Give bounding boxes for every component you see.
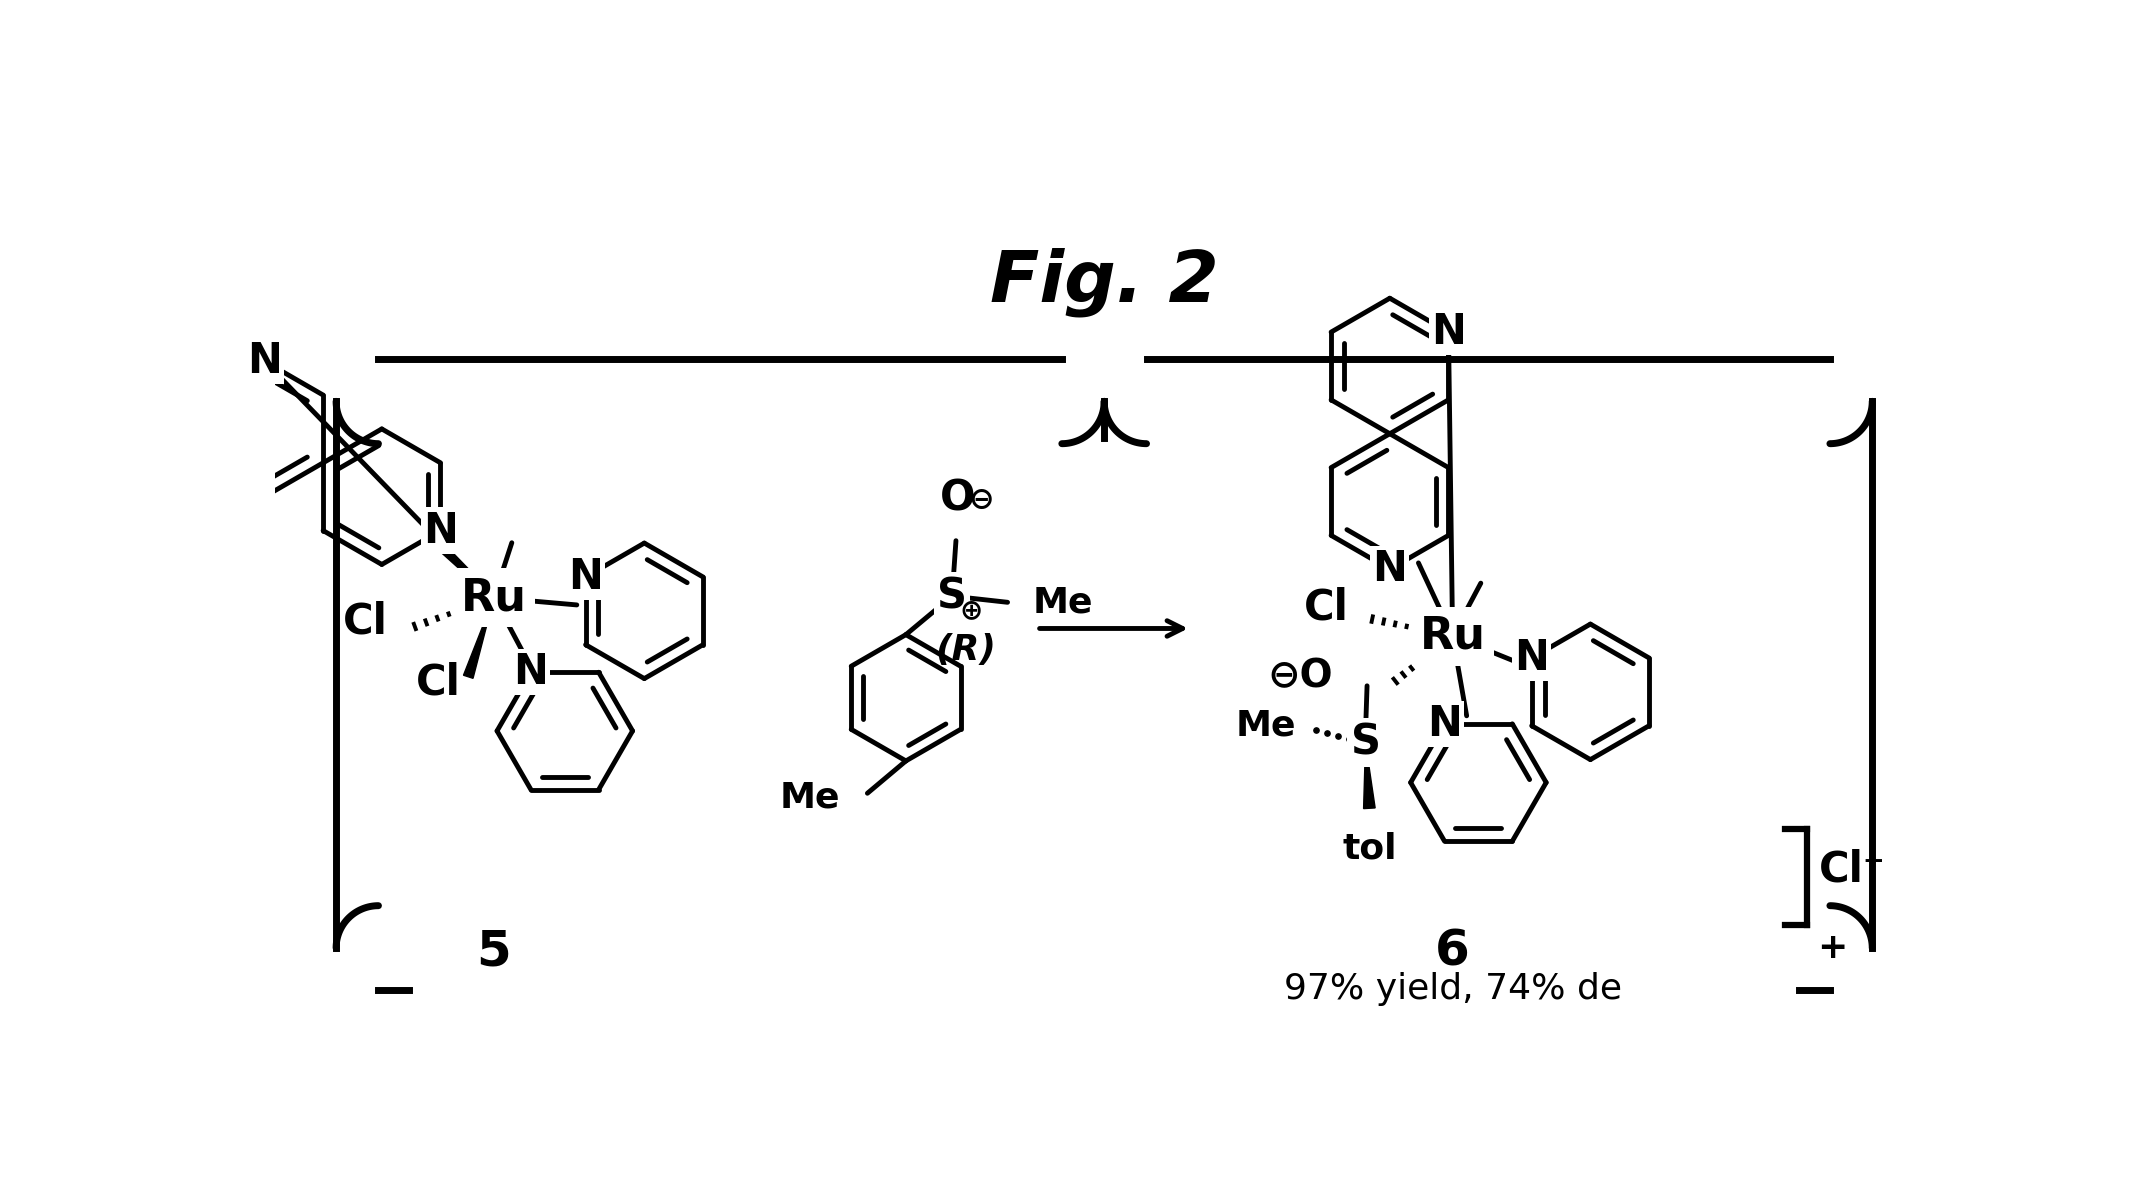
Text: Me: Me [1031,585,1094,619]
Text: N: N [1432,311,1466,353]
Text: S: S [1350,722,1380,764]
Text: ⊕: ⊕ [958,596,982,624]
Polygon shape [1363,742,1376,808]
Text: Ru: Ru [461,576,527,619]
Text: ⊖O: ⊖O [1268,657,1333,695]
Text: N: N [1514,637,1550,678]
Text: Me: Me [779,780,840,814]
Text: N: N [248,340,282,382]
Text: +: + [1817,931,1847,965]
Text: Ru: Ru [1419,615,1486,657]
Text: Fig. 2: Fig. 2 [990,247,1219,317]
Text: 6: 6 [1436,928,1470,976]
Text: Me: Me [1236,709,1296,742]
Text: 97% yield, 74% de: 97% yield, 74% de [1283,972,1621,1006]
Text: N: N [422,509,459,552]
Text: ⊖: ⊖ [969,486,993,515]
Text: N: N [1371,548,1408,590]
Text: Cl: Cl [416,662,461,704]
Text: (R): (R) [937,634,997,667]
Text: N: N [1427,703,1462,745]
Text: tol: tol [1341,831,1397,865]
Text: N: N [515,651,549,694]
Polygon shape [463,598,493,678]
Text: Cl: Cl [342,600,388,642]
Text: 5: 5 [476,928,510,976]
Text: Cl⁻: Cl⁻ [1819,849,1886,890]
Text: N: N [568,556,603,598]
Text: S: S [937,576,967,617]
Text: O: O [939,478,975,519]
Text: Cl: Cl [1303,586,1348,629]
